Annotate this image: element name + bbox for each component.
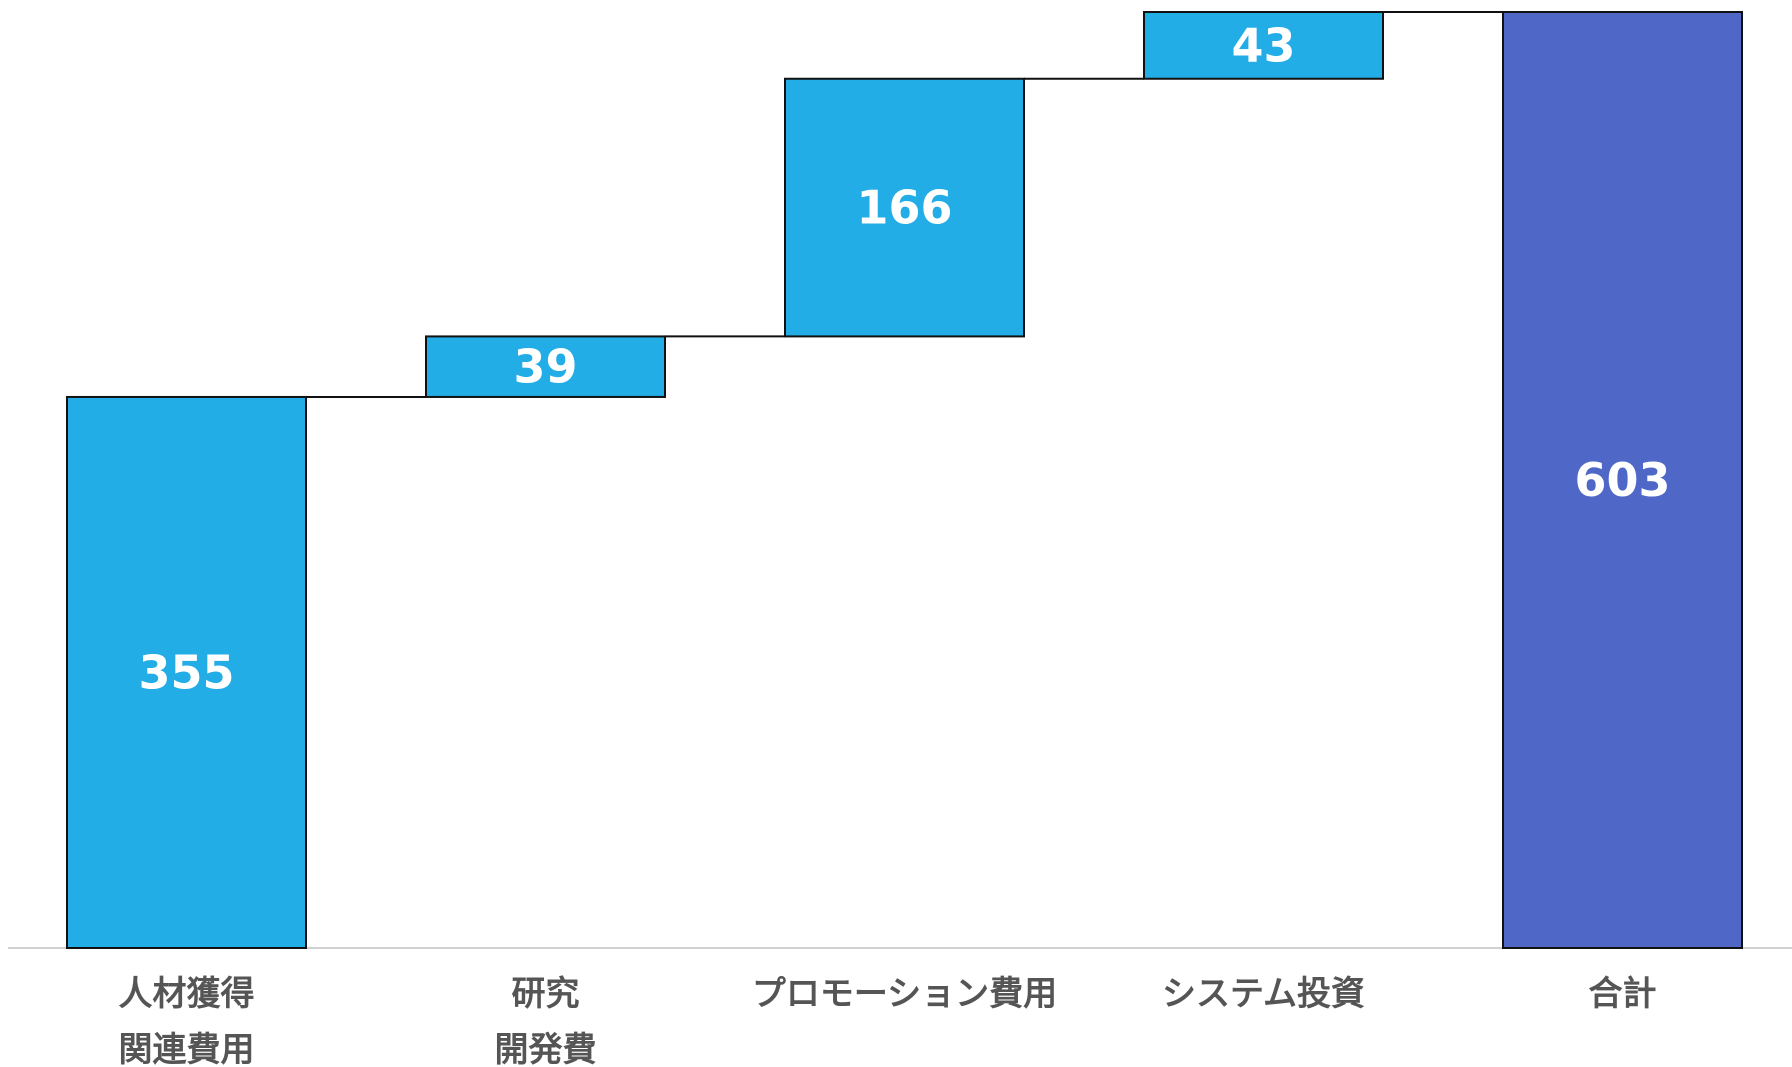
value-label: 39 xyxy=(513,340,577,394)
bar-increment xyxy=(425,335,666,398)
category-label: 開発費 xyxy=(495,1030,597,1067)
category-label: 合計 xyxy=(1589,974,1657,1014)
category-label: 関連費用 xyxy=(119,1030,255,1067)
value-label: 43 xyxy=(1231,18,1295,72)
value-label: 603 xyxy=(1574,453,1670,507)
bars xyxy=(66,11,1743,950)
connector-lines xyxy=(306,11,1503,398)
value-labels: 355 39 166 43 603 xyxy=(138,18,1670,699)
category-label: システム投資 xyxy=(1162,974,1365,1014)
category-label: 研究 xyxy=(512,974,580,1014)
bar-increment xyxy=(784,77,1025,338)
value-label: 166 xyxy=(856,181,952,235)
bar-total xyxy=(1502,11,1743,949)
bar-increment xyxy=(66,395,307,950)
category-label: プロモーション費用 xyxy=(752,974,1057,1014)
bar-increment xyxy=(1143,11,1384,80)
category-label: 人材獲得 xyxy=(119,974,255,1014)
value-label: 355 xyxy=(138,645,234,699)
